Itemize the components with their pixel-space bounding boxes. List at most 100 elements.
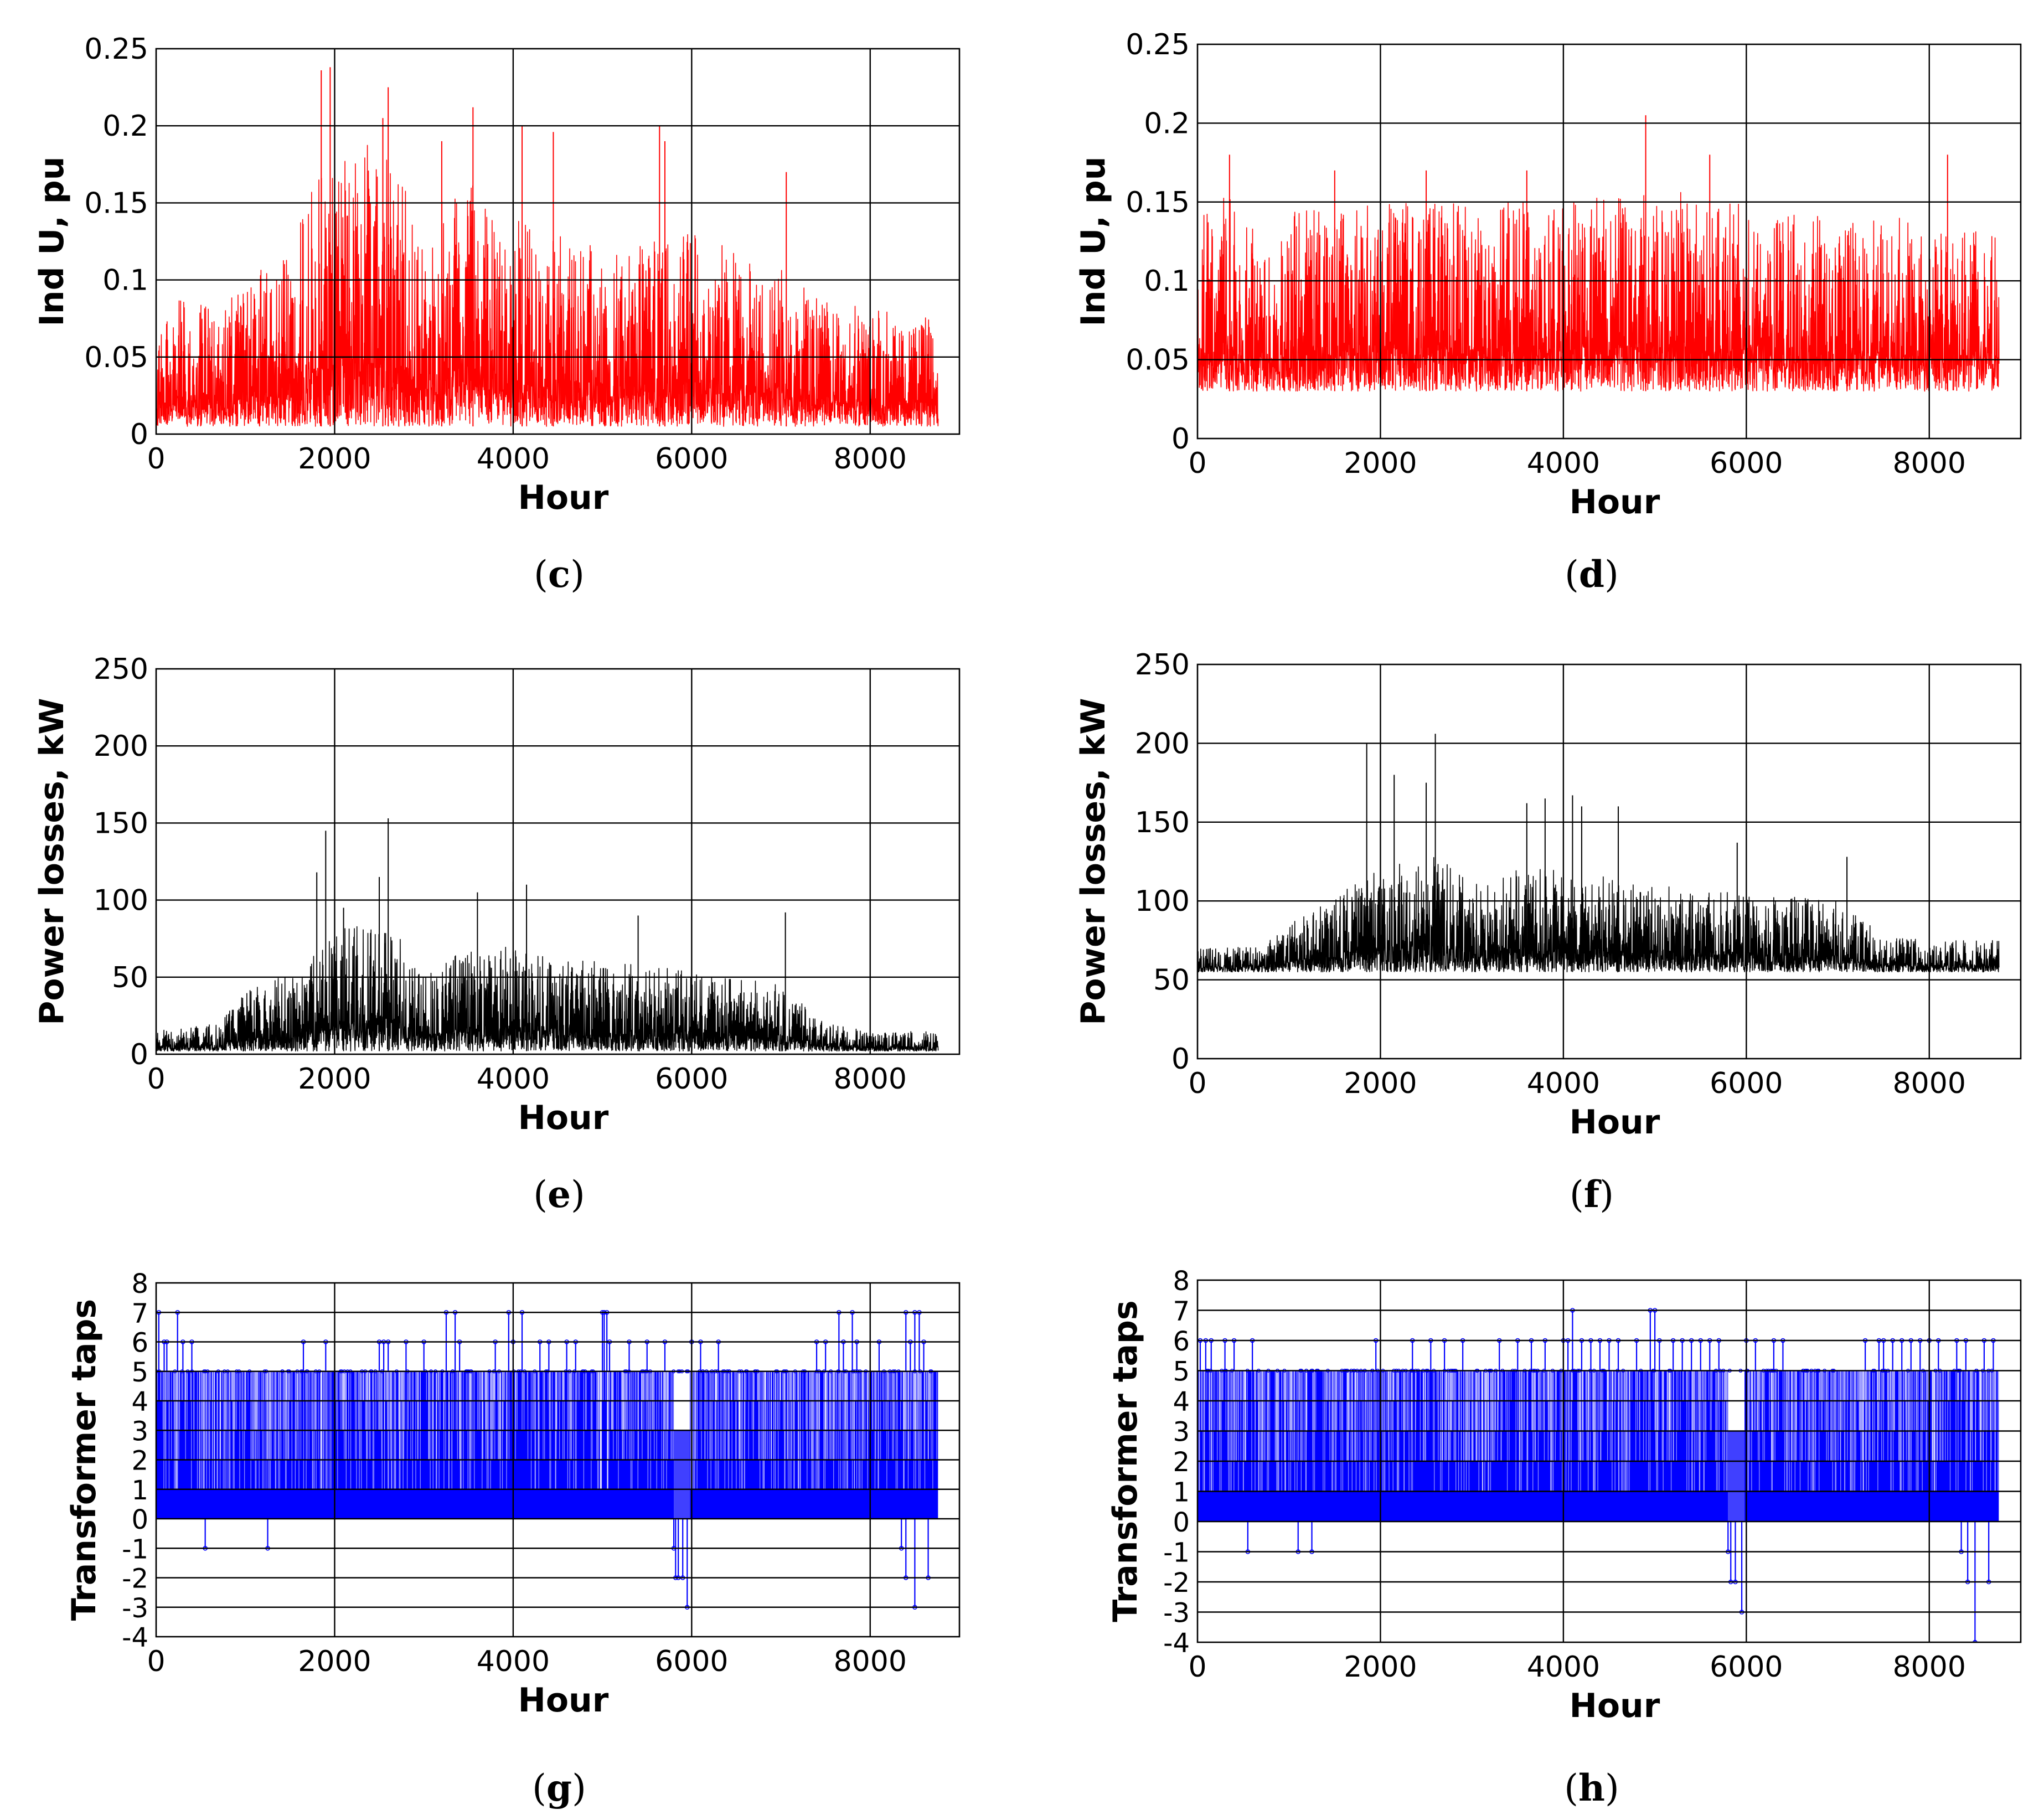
panel-letter-f: f (1584, 1173, 1602, 1216)
series-line-e (156, 926, 939, 1052)
x-tick-label: 0 (147, 1645, 165, 1678)
y-tick-label: 150 (94, 807, 148, 840)
panel-h-transformer-taps: 0 2000 4000 6000 8000-4-3-2-1012345678HourTr… (1106, 1266, 2022, 1809)
y-axis-label-d: Ind U, pu (1074, 157, 1113, 327)
y-ticks-d: 0 0.05 0.1 0.15 0.2 0.25 (1126, 28, 1190, 456)
x-ticks-g: 0 2000 4000 6000 8000 (147, 1645, 906, 1678)
y-tick-label: -1 (1163, 1538, 1190, 1569)
panel-label-h: (h) (1564, 1766, 1619, 1809)
series-d (1198, 115, 2000, 392)
y-tick-label: 8 (131, 1269, 148, 1300)
panel-letter-d: d (1579, 553, 1604, 596)
plot-frame-c (155, 48, 961, 435)
y-ticks-f: 0 50 100 150 200 250 (1135, 648, 1190, 1076)
y-tick-label: 3 (131, 1416, 148, 1447)
series-c (156, 67, 939, 427)
x-tick-label: 8000 (834, 1645, 907, 1678)
panel-f-power-losses: 0 2000 4000 6000 8000 0 50 100 150 200 250 Hour Powe… (1074, 648, 2022, 1216)
y-tick-label: -3 (122, 1593, 148, 1624)
y-tick-label: 8 (1173, 1266, 1190, 1297)
x-axis-label-g: Hour (518, 1681, 609, 1720)
panel-letter-e: e (548, 1173, 571, 1216)
x-tick-label: 2000 (298, 1063, 371, 1096)
taps-marker (1973, 1639, 1978, 1642)
series-h (1198, 1308, 1999, 1642)
y-tick-label: 4 (1173, 1386, 1190, 1417)
x-axis-label-d: Hour (1570, 483, 1660, 522)
x-tick-label: 6000 (655, 1645, 728, 1678)
x-tick-label: 0 (1188, 447, 1206, 480)
grid-d (1198, 44, 2021, 439)
y-tick-label: 6 (1173, 1326, 1190, 1357)
y-tick-label: 0.15 (84, 187, 148, 220)
x-tick-label: 6000 (1710, 1067, 1783, 1100)
panel-label-d: (d) (1565, 553, 1619, 596)
y-tick-label: 0 (131, 1504, 148, 1535)
panel-c-ind-u: 0 2000 4000 6000 8000 0 0.05 0.1 0.15 0.2 0.25 Hour… (33, 33, 961, 596)
x-tick-label: 2000 (1344, 1651, 1417, 1684)
y-tick-label: 0.15 (1126, 186, 1190, 219)
y-tick-label: 0 (1171, 422, 1190, 456)
x-tick-label: 2000 (298, 442, 371, 476)
y-axis-label-h: Transformer taps (1106, 1300, 1145, 1622)
y-tick-label: -1 (122, 1534, 148, 1565)
panel-label-e: (e) (533, 1173, 585, 1216)
y-tick-label: 0.05 (1126, 344, 1190, 377)
x-axis-label-e: Hour (518, 1099, 609, 1137)
y-tick-label: 150 (1135, 806, 1190, 839)
x-ticks-h: 0 2000 4000 6000 8000 (1188, 1651, 1965, 1684)
x-tick-label: 6000 (655, 442, 728, 476)
y-tick-label: 0 (1173, 1507, 1190, 1538)
taps-gap-fill (1728, 1431, 1745, 1522)
grid-f (1198, 664, 2021, 1059)
y-tick-label: 0.1 (102, 264, 148, 297)
x-tick-label: 8000 (834, 442, 907, 476)
y-tick-label: 1 (1173, 1477, 1190, 1508)
grid-e (156, 669, 959, 1054)
x-tick-label: 6000 (1710, 1651, 1783, 1684)
taps-gap-fill (674, 1430, 690, 1519)
series-g (156, 1309, 938, 1610)
x-tick-label: 6000 (655, 1063, 728, 1096)
x-tick-label: 4000 (477, 1063, 550, 1096)
grid-h (1198, 1280, 2021, 1642)
plot-frame-e (155, 668, 961, 1055)
x-axis-label-f: Hour (1570, 1103, 1660, 1142)
x-ticks-e: 0 2000 4000 6000 8000 (147, 1063, 906, 1096)
y-tick-label: -2 (122, 1564, 148, 1595)
x-tick-label: 0 (147, 1063, 165, 1096)
x-tick-label: 2000 (298, 1645, 371, 1678)
x-tick-label: 4000 (477, 1645, 550, 1678)
y-tick-label: 5 (131, 1357, 148, 1388)
x-tick-label: 0 (147, 442, 165, 476)
panel-label-c: (c) (534, 553, 585, 596)
y-tick-label: 5 (1173, 1357, 1190, 1388)
plot-frame-f (1196, 663, 2022, 1060)
panel-letter-c: c (548, 553, 570, 596)
x-ticks-d: 0 2000 4000 6000 8000 (1188, 447, 1965, 480)
panel-letter-g: g (546, 1766, 572, 1809)
y-tick-label: -4 (1163, 1628, 1190, 1659)
panel-label-g: (g) (532, 1766, 586, 1809)
y-ticks-c: 0 0.05 0.1 0.15 0.2 0.25 (84, 33, 148, 451)
y-tick-label: 0.25 (1126, 28, 1190, 61)
x-tick-label: 0 (1188, 1067, 1206, 1100)
y-tick-label: -3 (1163, 1598, 1190, 1629)
plot-frame-d (1196, 43, 2022, 440)
y-tick-label: -2 (1163, 1568, 1190, 1599)
y-tick-label: 4 (131, 1386, 148, 1417)
x-tick-label: 8000 (1893, 447, 1966, 480)
series-f (1198, 734, 2000, 973)
y-tick-label: 0.05 (84, 341, 148, 374)
y-tick-label: 250 (94, 653, 148, 686)
plot-frame-h (1196, 1279, 2022, 1643)
y-tick-label: 7 (131, 1298, 148, 1329)
series-line-d (1198, 192, 2000, 392)
grid-c (156, 49, 959, 434)
x-tick-label: 2000 (1344, 447, 1417, 480)
y-tick-label: -4 (122, 1622, 148, 1653)
y-tick-label: 6 (131, 1328, 148, 1359)
